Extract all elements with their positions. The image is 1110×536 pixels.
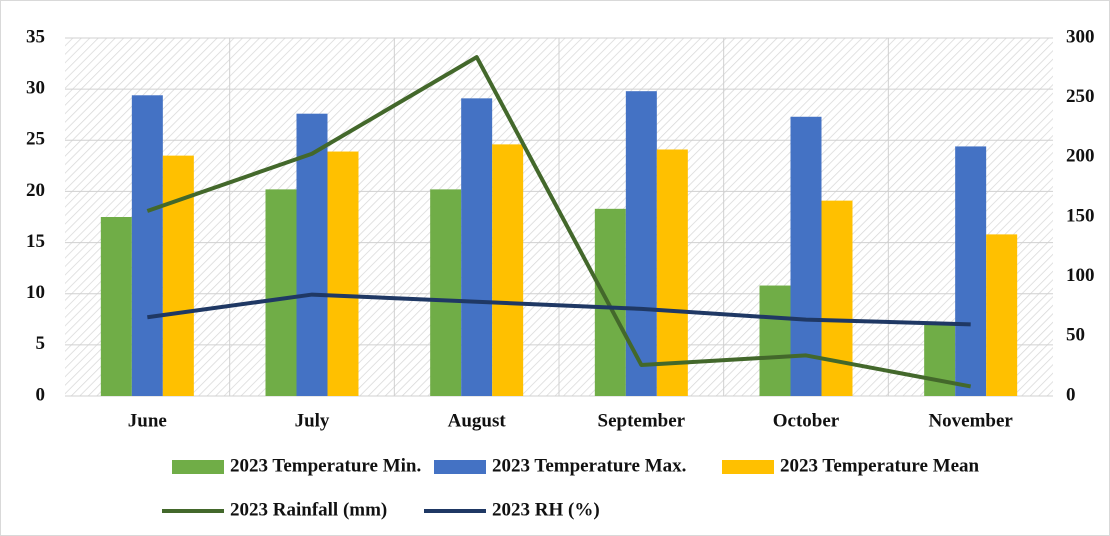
- y2-tick-label: 50: [1066, 325, 1085, 346]
- bar: [594, 208, 626, 396]
- y2-tick-label: 0: [1066, 384, 1076, 405]
- line-series: [147, 292, 971, 327]
- y2-tick-label: 100: [1066, 265, 1095, 286]
- bar: [955, 146, 987, 396]
- x-tick-label: July: [295, 410, 330, 431]
- bar: [924, 324, 956, 396]
- legend-swatch: [434, 460, 486, 474]
- legend-label: 2023 Temperature Mean: [780, 455, 980, 476]
- x-tick-label: August: [448, 410, 507, 431]
- x-tick-label: June: [128, 410, 167, 431]
- y-tick-label: 30: [26, 78, 45, 99]
- bar: [430, 189, 462, 396]
- y2-tick-label: 150: [1066, 205, 1095, 226]
- legend-swatch: [172, 460, 224, 474]
- legend-label: 2023 RH (%): [492, 499, 600, 520]
- y-tick-label: 10: [26, 282, 45, 303]
- y-tick-label: 35: [26, 26, 45, 47]
- bar: [656, 149, 688, 396]
- bar: [625, 91, 657, 396]
- bar: [759, 285, 791, 396]
- y-tick-label: 20: [26, 180, 45, 201]
- x-tick-label: September: [598, 410, 686, 431]
- bar: [131, 95, 163, 396]
- y-tick-label: 15: [26, 231, 45, 252]
- y-tick-label: 25: [26, 129, 45, 150]
- bar: [100, 217, 132, 396]
- x-tick-label: November: [928, 410, 1013, 431]
- bar: [265, 189, 297, 396]
- x-tick-label: October: [773, 410, 840, 431]
- y2-tick-label: 250: [1066, 86, 1095, 107]
- y2-tick-label: 200: [1066, 146, 1095, 167]
- bar: [986, 234, 1018, 396]
- legend-label: 2023 Temperature Min.: [230, 455, 421, 476]
- line-series: [146, 55, 972, 389]
- y2-tick-label: 300: [1066, 26, 1095, 47]
- legend-label: 2023 Rainfall (mm): [230, 499, 387, 520]
- y-tick-label: 0: [36, 384, 46, 405]
- bar: [790, 116, 822, 396]
- bar: [162, 155, 194, 396]
- bar: [492, 144, 524, 396]
- legend-swatch: [722, 460, 774, 474]
- legend-label: 2023 Temperature Max.: [492, 455, 686, 476]
- bar: [327, 151, 359, 396]
- y-tick-label: 5: [36, 333, 46, 354]
- bar: [296, 113, 328, 396]
- bar: [821, 200, 853, 396]
- bar: [461, 98, 493, 396]
